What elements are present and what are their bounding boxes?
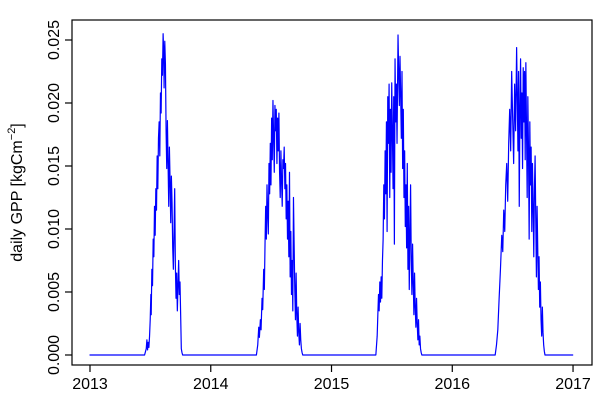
x-tick-label-2017: 2017: [555, 376, 591, 393]
y-tick-label-0005: 0.005: [46, 272, 63, 312]
y-axis-title: daily GPP [kgCm−2]: [6, 123, 26, 262]
y-axis-title-main: daily GPP [kgCm: [9, 140, 26, 262]
y-tick-label-0010: 0.010: [46, 209, 63, 249]
y-tick-label-0020: 0.020: [46, 83, 63, 123]
y-tick-label-0000: 0.000: [46, 335, 63, 375]
x-tick-label-2013: 2013: [72, 376, 108, 393]
axis-tick-marks: [65, 39, 574, 372]
x-tick-label-2014: 2014: [193, 376, 229, 393]
y-tick-label-0015: 0.015: [46, 146, 63, 186]
y-axis-title-close: ]: [9, 123, 26, 127]
y-axis-tick-labels: 0.000 0.005 0.010 0.015 0.020 0.025: [46, 20, 63, 375]
x-axis-tick-labels: 2013 2014 2015 2016 2017: [72, 376, 591, 393]
y-tick-label-0025: 0.025: [46, 20, 63, 60]
gpp-line: [89, 33, 574, 356]
x-tick-label-2016: 2016: [434, 376, 470, 393]
x-tick-label-2015: 2015: [314, 376, 350, 393]
y-axis-title-superscript: −2: [6, 128, 18, 141]
